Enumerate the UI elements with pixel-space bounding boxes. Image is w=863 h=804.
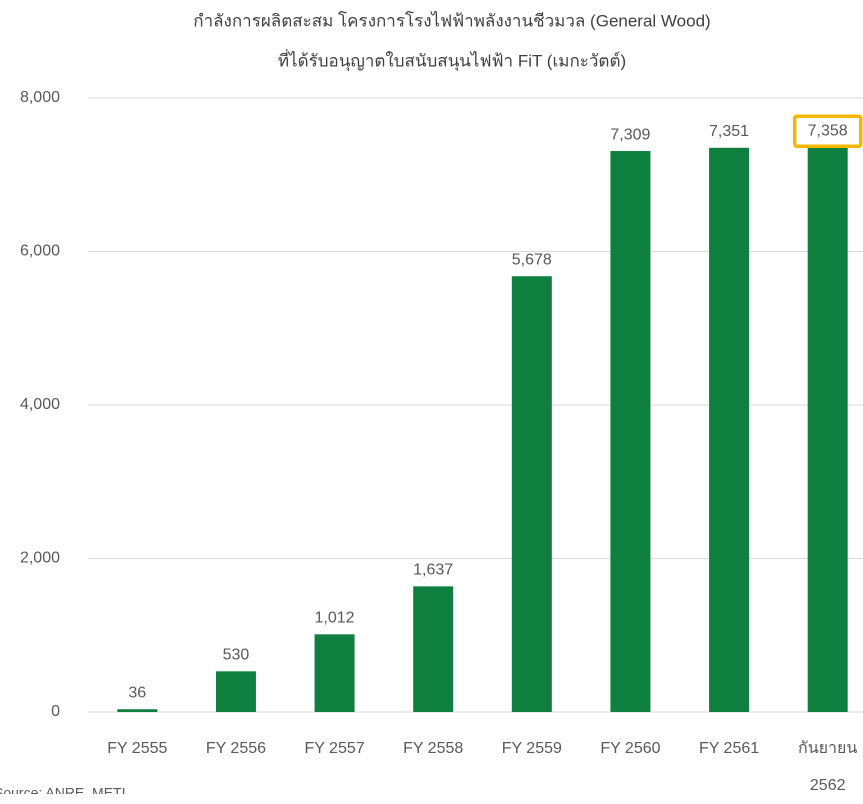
x-tick-label: FY 2561 — [698, 740, 760, 757]
data-label: 1,012 — [315, 610, 355, 627]
x-tick-label: FY 2556 — [205, 740, 267, 757]
data-label: 5,678 — [512, 251, 552, 268]
bar — [511, 276, 552, 712]
bar — [215, 671, 256, 712]
data-label: 7,309 — [610, 126, 650, 143]
bar — [610, 151, 651, 713]
y-tick-label: 0 — [51, 703, 60, 720]
highlight-box — [792, 114, 863, 149]
bar — [709, 147, 750, 713]
x-tick-label: FY 2559 — [501, 740, 562, 757]
x-tick-label: FY 2558 — [403, 740, 464, 757]
x-tick-label: FY 2557 — [304, 740, 365, 757]
data-label: 1,637 — [413, 562, 453, 579]
x-tick-label: กันยายน 2562 — [798, 740, 858, 794]
chart-title: กำลังการผลิตสะสม โครงการโรงไฟฟ้าพลังงานช… — [193, 10, 710, 30]
y-tick-label: 4,000 — [20, 396, 60, 413]
y-tick-label: 8,000 — [20, 89, 60, 106]
bar — [314, 634, 355, 712]
chart-title: ที่ได้รับอนุญาตใบสนับสนุนไฟฟ้า FiT (เมกะ… — [278, 48, 626, 71]
bar — [413, 586, 454, 712]
y-tick-label: 6,000 — [20, 243, 60, 260]
bar — [117, 709, 158, 712]
data-label: 530 — [223, 647, 250, 664]
data-label: 7,358 — [808, 122, 848, 139]
data-label: 7,351 — [709, 123, 749, 140]
y-tick-label: 2,000 — [20, 550, 60, 567]
bar — [807, 147, 848, 712]
x-tick-label: FY 2560 — [600, 740, 661, 757]
x-tick-label: FY 2555 — [107, 740, 168, 757]
data-label: 36 — [128, 684, 146, 701]
source: Source: ANRE, METI — [0, 785, 125, 794]
